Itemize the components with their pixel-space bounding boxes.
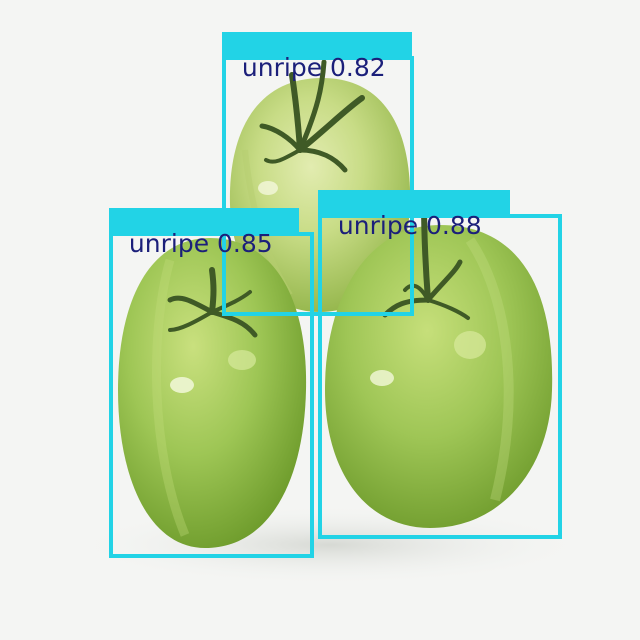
label-class: unripe xyxy=(128,229,210,258)
detection-label-unripe-0.82: unripe 0.82 xyxy=(222,32,412,80)
stem-top xyxy=(259,59,365,173)
detection-label-unripe-0.85: unripe 0.85 xyxy=(109,208,299,256)
detection-box-unripe-0.88 xyxy=(318,214,562,539)
detection-label-unripe-0.88: unripe 0.88 xyxy=(318,190,510,238)
label-score: 0.85 xyxy=(217,229,273,258)
label-class: unripe xyxy=(241,53,323,82)
label-score: 0.88 xyxy=(426,211,482,240)
label-class: unripe xyxy=(337,211,419,240)
stem-left xyxy=(167,267,258,338)
detection-box-unripe-0.85 xyxy=(109,232,314,558)
label-score: 0.82 xyxy=(330,53,386,82)
